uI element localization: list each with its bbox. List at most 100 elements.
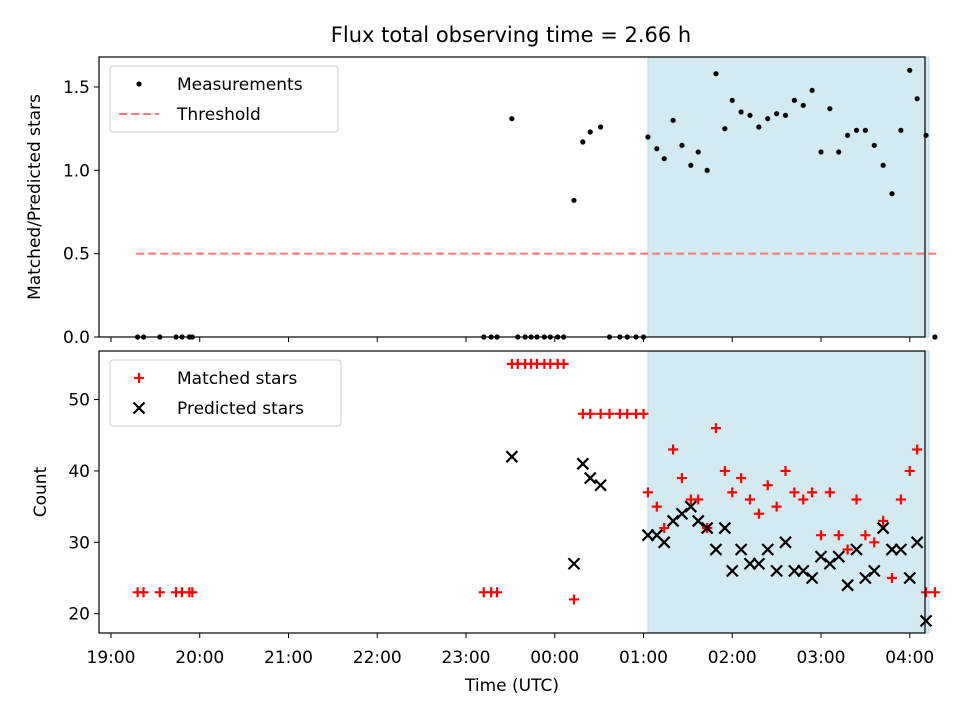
- top-y-ticks: 0.0 0.5 1.0 1.5: [63, 78, 99, 348]
- matched-star-point: [710, 423, 721, 434]
- predicted-star-point: [684, 500, 698, 513]
- measurement-point: [889, 191, 895, 197]
- measurement-point: [845, 132, 851, 138]
- predicted-star-point: [779, 536, 792, 549]
- legend-label: Measurements: [177, 75, 303, 95]
- top-legend: Measurements Threshold: [109, 65, 339, 133]
- series-predicted-stars: [505, 450, 933, 628]
- matched-star-point: [912, 444, 923, 455]
- predicted-star-point: [876, 521, 890, 535]
- highlight-span-rect: [647, 56, 930, 338]
- measurement-point: [914, 96, 920, 102]
- y-tick-label: 0.0: [63, 328, 90, 348]
- predicted-star-point: [709, 543, 723, 556]
- predicted-star-point: [910, 536, 924, 549]
- matched-star-point: [816, 530, 826, 541]
- matched-star-point: [887, 573, 897, 584]
- predicted-star-point: [805, 571, 819, 585]
- measurement-point: [670, 117, 676, 123]
- matched-star-point: [807, 487, 818, 498]
- predicted-star-point: [567, 557, 581, 571]
- predicted-star-point: [675, 507, 689, 521]
- measurement-point: [722, 126, 728, 132]
- predicted-star-point: [576, 457, 590, 471]
- measurement-point: [729, 97, 735, 103]
- matched-star-point: [604, 408, 615, 419]
- top-axes-frame: [98, 56, 926, 338]
- predicted-star-point: [859, 571, 872, 585]
- highlight-span-rect: [647, 350, 930, 634]
- y-tick-label: 20: [68, 605, 90, 625]
- matched-star-point: [745, 494, 755, 505]
- measurement-point: [836, 149, 842, 155]
- top-y-axis-label: Matched/Predicted stars: [25, 94, 45, 300]
- measurement-point: [661, 156, 667, 162]
- bottom-y-ticks: 20 30 40 50: [68, 391, 99, 625]
- matched-star-point: [659, 523, 670, 534]
- legend-box: [109, 359, 342, 427]
- measurement-point: [774, 111, 780, 117]
- measurement-point: [907, 67, 913, 73]
- matched-star-point: [187, 587, 198, 598]
- matched-star-point: [762, 480, 773, 491]
- y-tick-label: 1.0: [63, 161, 90, 181]
- matched-star-point: [833, 530, 844, 541]
- matched-star-point: [558, 358, 569, 369]
- measurement-point: [587, 129, 593, 135]
- measurement-point: [809, 87, 815, 93]
- x-tick-label: 02:00: [708, 648, 757, 668]
- x-axis-label: Time (UTC): [464, 676, 559, 696]
- measurement-point: [509, 116, 515, 122]
- y-tick-label: 0.5: [63, 245, 90, 265]
- bottom-x-ticks: 19:00 20:00 21:00 22:00 23:00 00:00 01:00 02:00…: [87, 633, 934, 668]
- matched-star-point: [595, 408, 606, 419]
- legend-box: [109, 65, 339, 133]
- matched-star-point: [895, 494, 906, 505]
- x-tick-label: 23:00: [442, 648, 491, 668]
- legend-label: Matched stars: [177, 369, 297, 389]
- top-highlight-span: [647, 56, 930, 338]
- x-tick-label: 19:00: [87, 648, 136, 668]
- measurement-point: [765, 116, 771, 122]
- y-tick-label: 30: [68, 533, 90, 553]
- bottom-y-axis-label: Count: [31, 466, 51, 517]
- matched-star-point: [771, 501, 782, 512]
- predicted-star-point: [666, 514, 680, 528]
- measurement-point: [800, 102, 806, 108]
- matched-star-point: [727, 487, 738, 498]
- predicted-star-point: [841, 578, 854, 592]
- bottom-highlight-span: [647, 350, 930, 634]
- matched-star-point: [651, 501, 662, 512]
- matched-star-point: [789, 487, 800, 498]
- measurement-point: [580, 139, 586, 145]
- measurement-point: [713, 71, 719, 77]
- predicted-star-point: [850, 543, 863, 556]
- matched-star-point: [878, 515, 889, 526]
- matched-star-point: [851, 494, 862, 505]
- matched-star-point: [642, 487, 653, 498]
- measurement-point: [853, 127, 860, 133]
- matched-star-point: [154, 587, 165, 598]
- measurement-point: [756, 124, 762, 130]
- matched-star-point: [585, 408, 596, 419]
- measurement-point: [645, 134, 651, 140]
- legend-label: Predicted stars: [177, 399, 304, 419]
- measurement-point: [598, 124, 604, 130]
- legend-swatch-x: [132, 401, 146, 415]
- x-tick-label: 21:00: [264, 648, 313, 668]
- predicted-star-point: [903, 571, 917, 585]
- predicted-star-point: [691, 514, 705, 528]
- predicted-star-point: [594, 478, 607, 492]
- matched-star-point: [736, 473, 747, 484]
- x-tick-label: 04:00: [885, 648, 934, 668]
- x-tick-label: 22:00: [353, 648, 402, 668]
- legend-swatch-dot: [136, 81, 142, 87]
- x-tick-label: 01:00: [619, 648, 668, 668]
- y-tick-label: 50: [68, 391, 90, 411]
- measurement-point: [871, 142, 877, 148]
- measurement-point: [932, 334, 938, 340]
- matched-star-point: [668, 444, 679, 455]
- predicted-star-point: [823, 557, 837, 571]
- matched-star-point: [622, 408, 633, 419]
- x-tick-label: 03:00: [797, 648, 846, 668]
